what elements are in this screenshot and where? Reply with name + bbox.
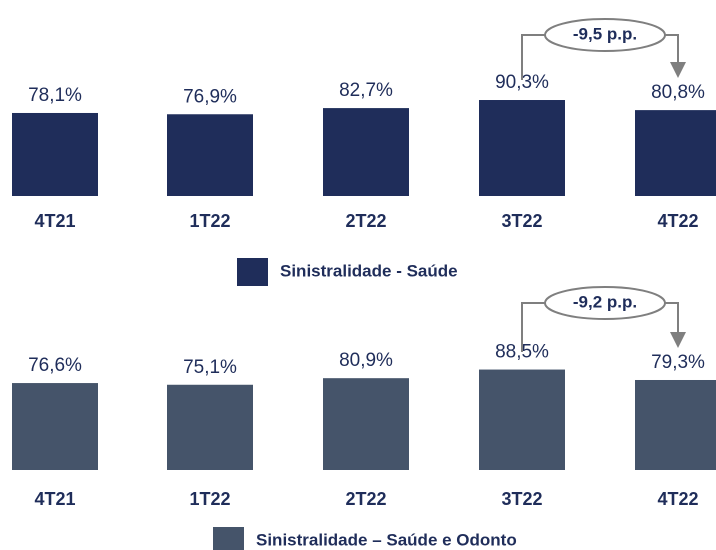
value-label: 78,1% — [28, 85, 82, 106]
bar — [167, 114, 253, 196]
value-label: 88,5% — [495, 342, 549, 363]
legend-label: Sinistralidade - Saúde — [280, 261, 458, 280]
bar — [323, 108, 409, 196]
value-label: 80,8% — [651, 82, 705, 103]
annotation-ellipse — [544, 286, 666, 320]
value-label: 82,7% — [339, 80, 393, 101]
annotation-arrow — [664, 34, 686, 78]
annotation: -9,5 p.p. — [573, 24, 637, 43]
bar — [12, 383, 98, 470]
x-tick-label: 3T22 — [501, 211, 542, 231]
value-label: 80,9% — [339, 350, 393, 371]
x-tick-label: 4T21 — [34, 211, 75, 231]
bar — [167, 384, 253, 470]
annotation-arrow — [664, 302, 686, 348]
x-tick-label: 4T21 — [34, 489, 75, 509]
bar — [635, 379, 716, 470]
bar — [479, 100, 565, 196]
bar — [479, 369, 565, 470]
annotation-ellipse — [544, 18, 666, 52]
x-tick-label: 2T22 — [345, 489, 386, 509]
value-label: 76,9% — [183, 86, 237, 107]
x-tick-label: 4T22 — [657, 211, 698, 231]
annotation: -9,2 p.p. — [573, 292, 637, 311]
bar — [323, 378, 409, 470]
value-label: 90,3% — [495, 72, 549, 93]
value-label: 79,3% — [651, 352, 705, 373]
value-label: 76,6% — [28, 355, 82, 376]
x-tick-label: 3T22 — [501, 489, 542, 509]
legend-swatch — [213, 527, 244, 550]
bar — [12, 112, 98, 196]
annotation-bracket — [521, 302, 546, 352]
legend-label: Sinistralidade – Saúde e Odonto — [256, 530, 517, 549]
legend-swatch — [237, 258, 268, 286]
x-tick-label: 2T22 — [345, 211, 386, 231]
x-tick-label: 4T22 — [657, 489, 698, 509]
bar — [635, 110, 716, 196]
annotation-bracket — [521, 34, 546, 80]
x-tick-label: 1T22 — [189, 211, 230, 231]
value-label: 75,1% — [183, 357, 237, 378]
x-tick-label: 1T22 — [189, 489, 230, 509]
